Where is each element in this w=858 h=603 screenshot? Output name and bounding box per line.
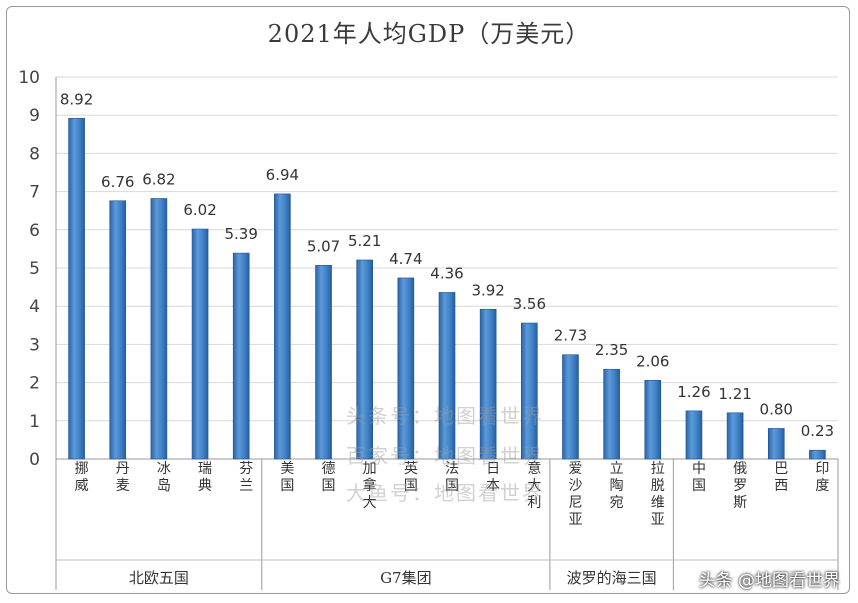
bar <box>68 117 85 460</box>
y-tick-label: 10 <box>18 68 40 88</box>
data-label: 4.36 <box>430 264 463 282</box>
bar <box>315 265 332 460</box>
category-label: 日本 <box>486 461 500 494</box>
category-label: 美国 <box>280 461 294 494</box>
bar <box>644 380 662 460</box>
category-label: 中国 <box>692 461 706 494</box>
data-label: 5.39 <box>225 225 258 243</box>
data-label: 6.94 <box>266 166 299 184</box>
category-label: 加拿大 <box>363 461 377 511</box>
category-label: 意大利 <box>527 460 541 511</box>
data-label: 6.02 <box>183 201 216 219</box>
data-label: 4.74 <box>389 250 422 268</box>
bar <box>479 308 497 460</box>
category-label: 印度 <box>815 461 829 494</box>
data-label: 6.82 <box>142 170 175 188</box>
category-label: 巴西 <box>774 461 788 494</box>
group-label: G7集团 <box>380 569 432 587</box>
category-label: 英国 <box>404 460 418 494</box>
category-label: 挪威 <box>75 461 89 494</box>
watermark-text: 大鱼号：地图看世界 <box>346 481 544 505</box>
watermark-text: 百家号：地图看世界 <box>346 444 544 468</box>
bar <box>150 198 168 460</box>
data-label: 5.21 <box>348 232 381 250</box>
category-label: 俄罗斯 <box>733 461 747 511</box>
bar <box>397 277 415 460</box>
y-tick-label: 2 <box>29 374 40 394</box>
y-tick-label: 5 <box>29 259 40 279</box>
y-tick-label: 6 <box>29 221 40 241</box>
data-label: 2.06 <box>636 352 669 370</box>
bar <box>562 354 579 460</box>
bar <box>767 428 785 460</box>
data-label: 5.07 <box>307 237 340 255</box>
bar <box>603 368 620 460</box>
data-labels: 8.92 6.76 6.82 6.02 5.39 6.94 5.07 5.21 4.74 4.36… <box>60 90 834 440</box>
bar <box>438 292 456 460</box>
category-label: 爱沙尼亚 <box>568 461 582 528</box>
category-label: 拉脱维亚 <box>651 461 665 528</box>
group-labels: 北欧五国 G7集团 波罗的海三国 <box>55 459 839 590</box>
y-tick-label: 9 <box>29 106 40 126</box>
data-label: 2.35 <box>595 341 628 359</box>
watermark-text: 头条号：地图看世界 <box>346 404 544 428</box>
y-tick-label: 8 <box>29 144 40 164</box>
data-label: 3.56 <box>513 295 546 313</box>
category-label: 丹麦 <box>116 461 130 494</box>
category-label: 瑞典 <box>198 461 212 494</box>
category-label: 冰岛 <box>157 461 171 494</box>
group-label: 波罗的海三国 <box>567 569 657 587</box>
bar <box>809 449 826 460</box>
data-label: 3.92 <box>471 281 504 299</box>
y-tick-label: 4 <box>29 297 40 317</box>
data-label: 8.92 <box>60 90 93 108</box>
data-label: 2.73 <box>554 327 587 345</box>
y-tick-label: 0 <box>29 450 40 470</box>
data-label: 1.26 <box>677 383 710 401</box>
bar <box>356 259 373 460</box>
chart-title: 2021年人均GDP（万美元） <box>267 20 591 48</box>
source-credit: 头条 @地图看世界 <box>698 571 840 591</box>
data-label: 0.23 <box>801 422 834 440</box>
bar <box>685 410 703 460</box>
bar <box>109 200 127 460</box>
group-label: 北欧五国 <box>129 569 189 587</box>
bar <box>521 322 538 460</box>
category-label: 法国 <box>445 461 459 494</box>
data-label: 6.76 <box>101 173 134 191</box>
gridlines <box>55 76 838 460</box>
bar <box>191 228 209 460</box>
y-axis-ticks: 0 1 2 3 4 5 6 7 8 9 10 <box>18 68 40 470</box>
bar <box>232 252 250 460</box>
y-tick-label: 1 <box>29 412 40 432</box>
y-tick-label: 3 <box>29 335 40 355</box>
category-label: 德国 <box>322 461 336 494</box>
bar <box>274 193 291 460</box>
chart-frame <box>6 6 850 594</box>
bars <box>68 117 826 460</box>
category-label: 芬兰 <box>239 461 253 494</box>
y-tick-label: 7 <box>29 183 40 203</box>
category-label: 立陶宛 <box>610 461 624 511</box>
bar <box>726 412 744 460</box>
data-label: 1.21 <box>718 385 751 403</box>
data-label: 0.80 <box>760 400 793 418</box>
